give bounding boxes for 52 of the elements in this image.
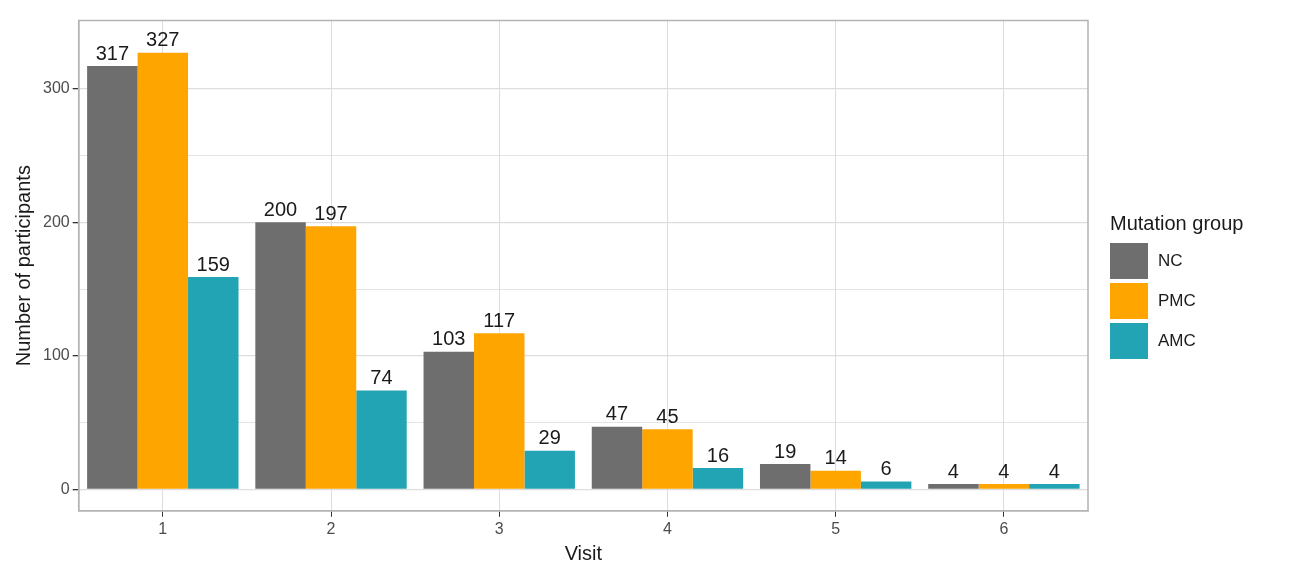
data-label: 29 <box>538 426 561 449</box>
bar <box>591 426 643 489</box>
bar <box>356 390 407 489</box>
bar <box>423 351 475 489</box>
bar <box>305 226 357 489</box>
data-label: 4 <box>1048 459 1060 482</box>
bar <box>524 450 575 489</box>
data-label: 45 <box>656 404 679 427</box>
bar <box>137 52 189 489</box>
data-label: 4 <box>998 459 1010 482</box>
data-label: 4 <box>947 459 959 482</box>
bar <box>759 464 811 489</box>
y-tick-label: 300 <box>42 79 70 97</box>
x-tick-label: 5 <box>831 519 841 537</box>
data-label: 327 <box>146 28 180 51</box>
x-tick-label: 1 <box>158 519 168 537</box>
bar <box>642 429 693 489</box>
y-tick-label: 100 <box>42 346 70 364</box>
bar <box>474 333 525 489</box>
data-label: 19 <box>774 439 797 462</box>
legend-label: NC <box>1158 250 1183 271</box>
data-label: 103 <box>432 327 466 350</box>
bar <box>978 484 1030 489</box>
bar <box>87 66 138 489</box>
x-tick-label: 3 <box>494 519 504 537</box>
bar <box>928 484 979 489</box>
data-label: 47 <box>605 402 629 425</box>
bar <box>860 481 912 489</box>
y-axis-title: Number of participants <box>11 165 34 367</box>
data-label: 6 <box>880 456 892 479</box>
x-tick-label: 6 <box>999 519 1009 537</box>
bar <box>188 277 239 489</box>
bar <box>692 468 744 489</box>
bar <box>1029 484 1080 489</box>
data-label: 14 <box>824 446 847 469</box>
x-tick-label: 2 <box>326 519 336 537</box>
data-label: 16 <box>706 443 730 466</box>
bar <box>810 470 861 489</box>
legend-label: AMC <box>1158 330 1196 351</box>
data-label: 200 <box>263 197 298 220</box>
data-label: 159 <box>196 252 230 275</box>
bar <box>255 222 306 489</box>
x-tick-label: 4 <box>663 519 672 537</box>
data-label: 317 <box>95 41 130 64</box>
data-label: 197 <box>314 201 348 224</box>
data-label: 117 <box>483 308 516 331</box>
data-label: 74 <box>370 366 393 389</box>
legend-title: Mutation group <box>1110 211 1244 235</box>
y-tick-label: 200 <box>42 212 70 230</box>
x-axis-title: Visit <box>564 541 603 564</box>
legend-label: PMC <box>1158 290 1196 311</box>
y-tick-label: 0 <box>60 479 70 497</box>
